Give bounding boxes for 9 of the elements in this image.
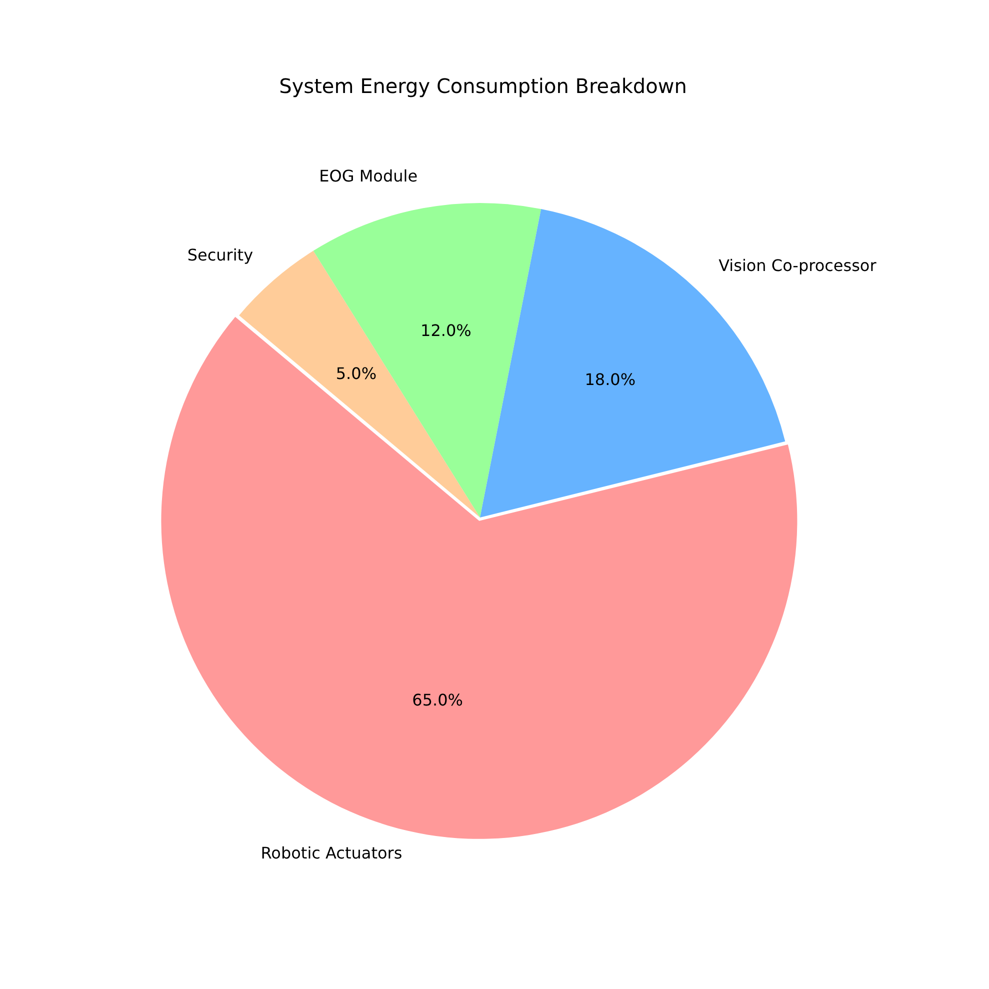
data-label: 65.0%	[412, 690, 463, 710]
chart-title: System Energy Consumption Breakdown	[279, 74, 687, 98]
data-label: 18.0%	[584, 370, 636, 390]
data-label: 12.0%	[420, 321, 472, 340]
slice-label: EOG Module	[319, 166, 418, 186]
slice-label: Security	[187, 246, 254, 265]
slice-label: Robotic Actuators	[260, 844, 402, 863]
data-label: 5.0%	[336, 364, 377, 384]
slice-label: Vision Co-processor	[718, 256, 877, 276]
